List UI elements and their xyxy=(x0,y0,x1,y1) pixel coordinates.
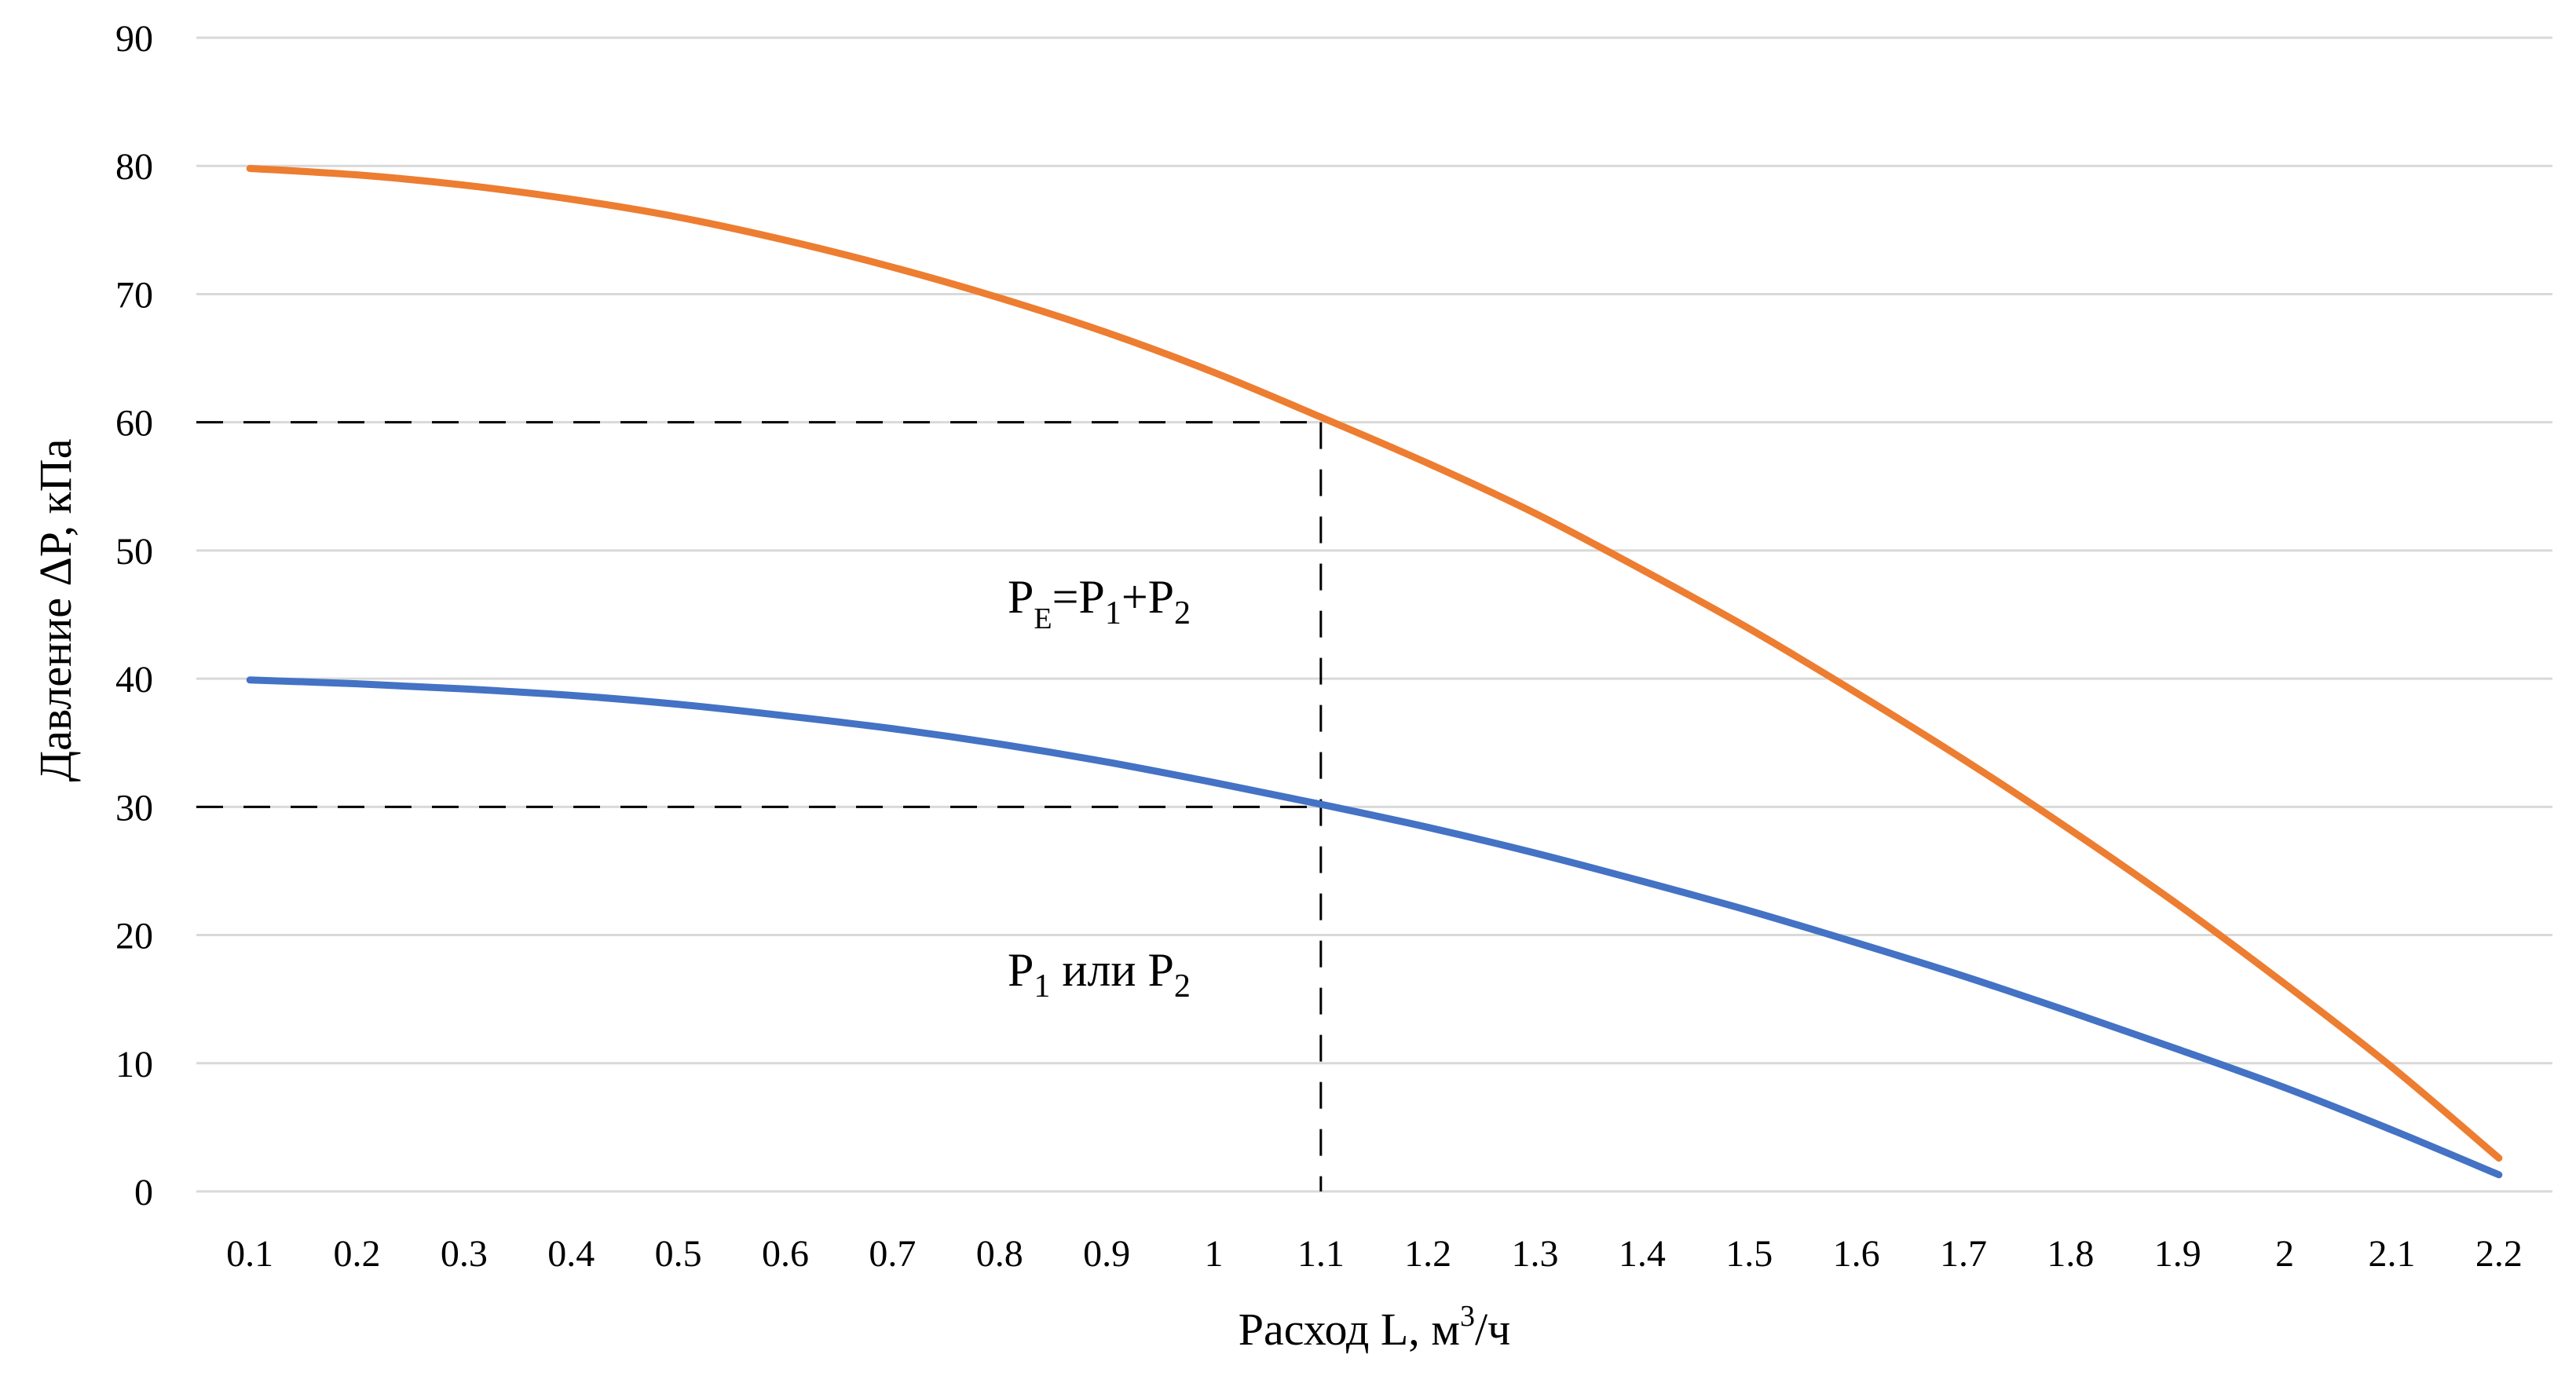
annotation-single-pressure: P1 или P2 xyxy=(1008,944,1191,1005)
y-tick-label: 10 xyxy=(115,1044,153,1085)
x-tick-label: 0.4 xyxy=(547,1233,595,1275)
x-tick-label: 1.4 xyxy=(1619,1233,1666,1275)
y-tick-label: 0 xyxy=(134,1172,153,1213)
y-axis-title: Давление ΔP, кПа xyxy=(30,439,81,782)
y-tick-label: 20 xyxy=(115,916,153,957)
y-tick-label: 60 xyxy=(115,403,153,445)
x-tick-label: 0.6 xyxy=(762,1233,809,1275)
annotation-total-pressure: PE=P1+P2 xyxy=(1008,571,1191,635)
x-tick-labels: 0.1 0.2 0.3 0.4 0.5 0.6 0.7 0.8 0.9 1 1.1 1.2 1.3 1.4… xyxy=(226,1233,2523,1275)
y-tick-labels: 0 10 20 30 40 50 60 70 80 90 xyxy=(115,18,153,1213)
x-tick-label: 1.3 xyxy=(1512,1233,1559,1275)
x-tick-label: 2.1 xyxy=(2368,1233,2415,1275)
y-tick-label: 40 xyxy=(115,659,153,701)
x-tick-label: 1.1 xyxy=(1297,1233,1345,1275)
x-tick-label: 1.8 xyxy=(2047,1233,2094,1275)
x-tick-label: 0.7 xyxy=(869,1233,916,1275)
x-tick-label: 1.6 xyxy=(1833,1233,1880,1275)
x-tick-label: 1.9 xyxy=(2154,1233,2201,1275)
y-tick-label: 90 xyxy=(115,18,153,60)
series-lines xyxy=(246,164,2503,1179)
x-tick-label: 0.2 xyxy=(334,1233,381,1275)
x-tick-label: 1.2 xyxy=(1404,1233,1451,1275)
x-tick-label: 0.9 xyxy=(1083,1233,1130,1275)
x-tick-label: 1.5 xyxy=(1725,1233,1773,1275)
x-tick-label: 0.1 xyxy=(226,1233,273,1275)
y-tick-label: 70 xyxy=(115,274,153,316)
x-tick-label: 0.8 xyxy=(976,1233,1023,1275)
x-tick-label: 2.2 xyxy=(2475,1233,2523,1275)
x-tick-label: 2 xyxy=(2275,1233,2294,1275)
x-tick-label: 1 xyxy=(1204,1233,1223,1275)
x-axis-title: Расход L, м3/ч xyxy=(1239,1300,1511,1355)
x-tick-label: 0.5 xyxy=(655,1233,702,1275)
gridlines xyxy=(196,36,2552,1193)
y-tick-label: 80 xyxy=(115,146,153,188)
y-tick-label: 50 xyxy=(115,531,153,573)
y-tick-label: 30 xyxy=(115,787,153,829)
series-line-single xyxy=(246,676,2503,1179)
x-tick-label: 0.3 xyxy=(441,1233,488,1275)
x-tick-label: 1.7 xyxy=(1940,1233,1987,1275)
series-line-total xyxy=(246,164,2503,1162)
